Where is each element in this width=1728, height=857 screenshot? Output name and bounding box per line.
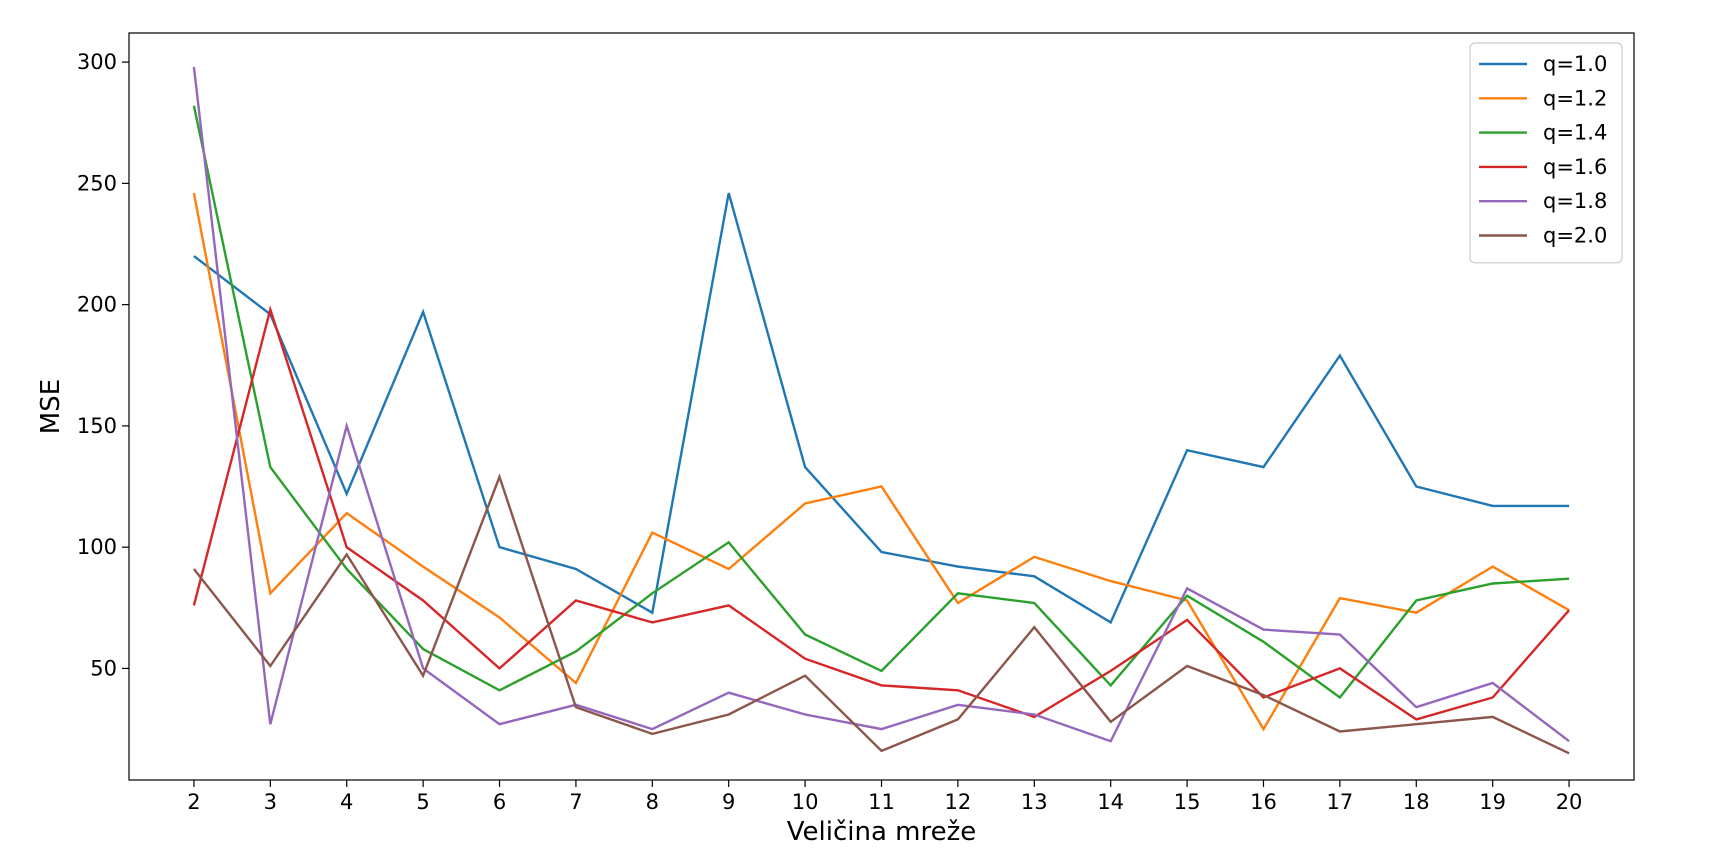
series-line-q-1-6: [192, 305, 1571, 721]
x-tick-label: 10: [792, 790, 819, 814]
x-tick-label: 19: [1479, 790, 1506, 814]
legend-label: q=1.0: [1543, 52, 1607, 76]
x-tick-label: 13: [1021, 790, 1048, 814]
y-tick-label: 150: [77, 414, 117, 438]
legend-label: q=1.2: [1543, 86, 1607, 110]
plot-frame: [128, 32, 1635, 781]
x-tick-label: 8: [646, 790, 659, 814]
y-tick-label: 50: [90, 656, 117, 680]
legend-label: q=1.4: [1543, 121, 1607, 145]
x-axis-ticks: 2 3 4 5 6 7 8 9 10 11 12 13 14 15 16 17 18 19 20: [187, 780, 1582, 814]
series-line-q-1-2: [192, 192, 1570, 732]
x-tick-label: 5: [416, 790, 429, 814]
y-axis-ticks: 50 100 150 200 250 300: [77, 50, 129, 680]
x-tick-label: 17: [1327, 790, 1354, 814]
series-line-q-1-4: [192, 105, 1570, 700]
legend-label: q=2.0: [1543, 224, 1607, 248]
x-tick-label: 11: [868, 790, 895, 814]
y-tick-label: 100: [77, 535, 117, 559]
x-tick-label: 7: [569, 790, 582, 814]
legend: q=1.0 q=1.2 q=1.4 q=1.6 q=1.8 q=2.0: [1469, 42, 1623, 264]
series-line-q-2-0: [192, 473, 1570, 755]
series-line-q-1-8: [192, 66, 1570, 743]
legend-label: q=1.6: [1543, 155, 1607, 179]
plot-marks: [192, 66, 1571, 755]
x-tick-label: 15: [1174, 790, 1201, 814]
series-line-q-1-0: [193, 192, 1570, 625]
x-tick-label: 2: [187, 790, 200, 814]
x-axis-title: Veličina mreže: [787, 817, 977, 847]
x-tick-label: 6: [493, 790, 506, 814]
x-tick-label: 18: [1403, 790, 1430, 814]
x-tick-label: 12: [945, 790, 972, 814]
y-tick-label: 300: [77, 50, 117, 74]
x-tick-label: 3: [264, 790, 277, 814]
legend-label: q=1.8: [1543, 189, 1607, 213]
y-tick-label: 200: [77, 293, 117, 317]
x-tick-label: 9: [722, 790, 735, 814]
x-tick-label: 16: [1250, 790, 1277, 814]
x-tick-label: 14: [1097, 790, 1124, 814]
x-tick-label: 20: [1556, 790, 1583, 814]
y-tick-label: 250: [77, 171, 117, 195]
x-tick-label: 4: [340, 790, 353, 814]
y-axis-title: MSE: [36, 379, 66, 434]
